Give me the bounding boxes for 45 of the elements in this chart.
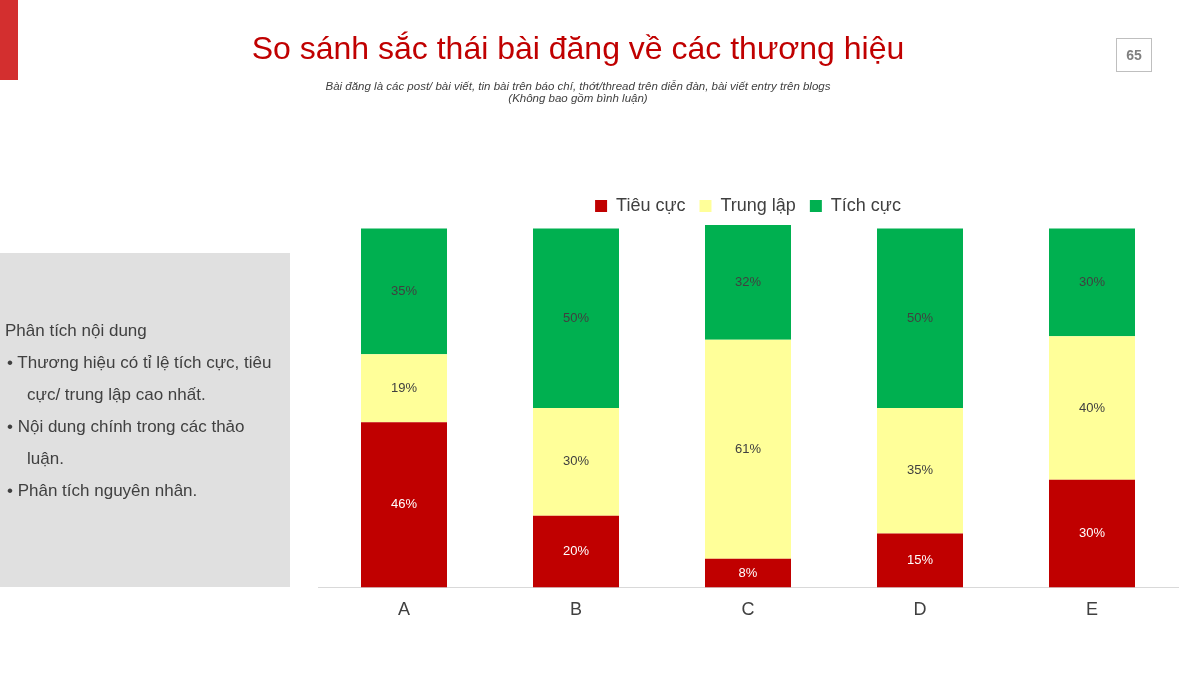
data-label: 30% <box>562 453 590 469</box>
data-label: 19% <box>390 379 418 395</box>
text: • Phân tích nguyên nhân. <box>6 480 199 502</box>
bar <box>533 228 619 408</box>
data-label: 50% <box>562 309 590 325</box>
bar <box>533 407 619 516</box>
data-label: 40% <box>1078 399 1106 415</box>
data-label: 46% <box>390 496 418 512</box>
text: 65 <box>1116 38 1152 72</box>
data-label: 30% <box>1078 525 1106 541</box>
bar <box>361 354 447 423</box>
x-tick-label: D <box>913 599 927 620</box>
data-label: 8% <box>738 564 758 580</box>
bar <box>361 422 447 588</box>
data-label: 30% <box>1078 273 1106 289</box>
text: • Thương hiệu có tỉ lệ tích cực, tiêu cực/ trung lập cao nhất. <box>6 352 273 406</box>
data-label: 35% <box>906 462 934 478</box>
x-tick-label: B <box>569 599 583 620</box>
bar <box>361 228 447 355</box>
chart-subtitle: Bài đăng là các post/ bài viết, tin bài trên báo chí, thớt/thread trên diễn đàn, bài viết entry trên blogs (Không bao gồm bình luận) <box>324 80 832 104</box>
text: • Nội dung chính trong các thảo luận. <box>6 416 246 470</box>
bar <box>1049 228 1135 337</box>
x-tick-label: E <box>1085 599 1099 620</box>
data-label: 50% <box>906 309 934 325</box>
x-tick-label: C <box>741 599 755 620</box>
bar <box>877 407 963 534</box>
bar <box>533 515 619 588</box>
bar <box>877 533 963 588</box>
bar <box>705 558 791 588</box>
bar <box>1049 336 1135 480</box>
data-label: 15% <box>906 552 934 568</box>
bar <box>1049 479 1135 588</box>
data-label: 20% <box>562 543 590 559</box>
legend-label: Tiêu cực <box>616 194 686 215</box>
chart-title: So sánh sắc thái bài đăng về các thương hiệu <box>250 30 906 67</box>
data-label: 35% <box>390 282 418 298</box>
legend-label: Tích cực <box>830 194 901 215</box>
data-label: 61% <box>734 440 762 456</box>
bar <box>877 228 963 408</box>
x-tick-label: A <box>397 599 411 620</box>
bar <box>705 339 791 559</box>
bar <box>705 225 791 340</box>
text: Phân tích nội dung <box>5 320 148 342</box>
legend-label: Trung lập <box>720 194 796 215</box>
data-label: 32% <box>734 273 762 289</box>
